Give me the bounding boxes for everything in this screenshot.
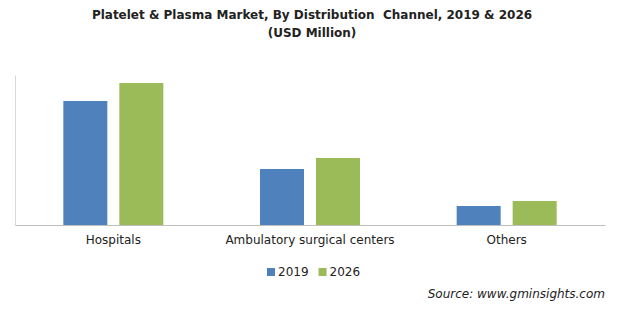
- bar: [316, 158, 360, 225]
- bars: [63, 83, 556, 225]
- source: Source: www.gminsights.com: [428, 287, 605, 301]
- title: Platelet & Plasma Market, By Distributio…: [92, 8, 532, 22]
- legend: 2019 2026: [267, 265, 360, 279]
- bar: [260, 169, 304, 225]
- x-axis-line: [16, 225, 606, 226]
- bar: [63, 101, 107, 225]
- x-tick-label: Others: [487, 233, 527, 247]
- bar: [457, 206, 501, 225]
- x-tick: Hospitals: [86, 233, 141, 247]
- chart: Platelet & Plasma Market, By Distributio…: [0, 0, 624, 320]
- legend-item: 2026: [319, 265, 361, 279]
- x-tick-label: Hospitals: [86, 233, 141, 247]
- subtitle: (USD Million): [268, 26, 357, 40]
- legend-swatch: [267, 268, 275, 276]
- x-axis: Hospitals Ambulatory surgical centers Othe…: [16, 226, 606, 247]
- x-tick: Ambulatory surgical centers: [225, 233, 394, 247]
- bar: [513, 201, 557, 225]
- x-tick: Others: [487, 233, 527, 247]
- x-tick-label: Ambulatory surgical centers: [225, 233, 394, 247]
- legend-swatch: [319, 268, 327, 276]
- legend-label: 2019: [278, 265, 309, 279]
- legend-label: 2026: [330, 265, 361, 279]
- legend-item: 2019: [267, 265, 309, 279]
- y-axis-line: [15, 76, 16, 226]
- y-axis: [15, 76, 16, 226]
- bar: [119, 83, 163, 225]
